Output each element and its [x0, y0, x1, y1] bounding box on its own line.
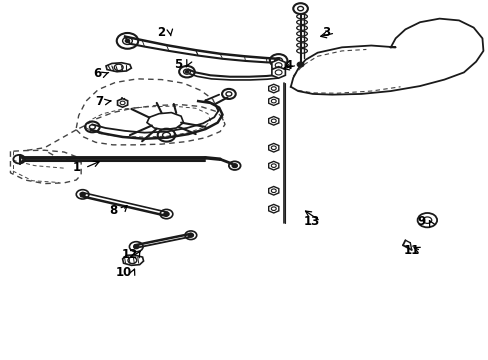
- Circle shape: [185, 71, 188, 73]
- Polygon shape: [268, 97, 278, 105]
- Circle shape: [297, 62, 304, 67]
- Text: 1: 1: [72, 161, 80, 174]
- Polygon shape: [268, 117, 278, 125]
- Text: 7: 7: [95, 95, 103, 108]
- Text: 6: 6: [93, 67, 101, 80]
- Polygon shape: [117, 99, 127, 107]
- Text: 5: 5: [174, 58, 183, 71]
- Text: 3: 3: [322, 27, 330, 40]
- Polygon shape: [106, 63, 131, 72]
- Text: 12: 12: [121, 248, 137, 261]
- Polygon shape: [268, 161, 278, 170]
- Polygon shape: [268, 204, 278, 213]
- Text: 13: 13: [303, 215, 319, 228]
- Circle shape: [163, 212, 168, 216]
- Text: 4: 4: [284, 59, 292, 72]
- Polygon shape: [268, 186, 278, 195]
- Circle shape: [125, 40, 129, 42]
- Circle shape: [134, 245, 139, 248]
- Text: 8: 8: [109, 204, 118, 217]
- Polygon shape: [122, 255, 143, 265]
- Polygon shape: [147, 113, 183, 130]
- Text: 9: 9: [416, 215, 424, 228]
- Polygon shape: [271, 59, 285, 71]
- Polygon shape: [268, 143, 278, 152]
- Polygon shape: [271, 67, 285, 78]
- Text: 10: 10: [116, 266, 132, 279]
- Text: 2: 2: [157, 27, 165, 40]
- Polygon shape: [268, 84, 278, 93]
- Circle shape: [188, 233, 193, 237]
- Circle shape: [232, 164, 237, 167]
- Circle shape: [80, 193, 85, 196]
- Text: 11: 11: [403, 244, 420, 257]
